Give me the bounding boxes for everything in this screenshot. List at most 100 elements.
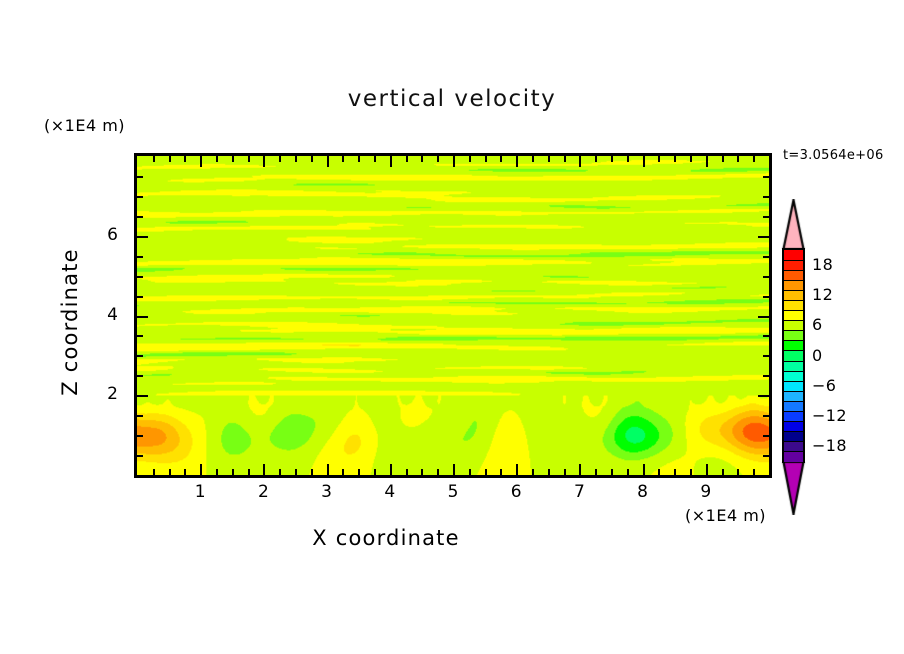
axis-tick	[763, 455, 769, 458]
axis-tick	[758, 395, 769, 398]
colorbar-tick-label: −12	[812, 405, 847, 425]
axis-tick	[453, 464, 455, 475]
colorbar-band-divider	[784, 390, 803, 392]
axis-tick	[326, 464, 329, 475]
y-tick-label: 2	[107, 384, 118, 405]
colorbar-band	[784, 420, 803, 432]
colorbar-band	[784, 450, 803, 462]
axis-tick	[137, 435, 143, 438]
colorbar-band-divider	[784, 260, 803, 262]
colorbar-tick-label: 18	[812, 255, 834, 275]
axis-tick	[137, 195, 143, 198]
axis-tick	[690, 156, 692, 162]
colorbar-band	[784, 270, 803, 281]
axis-tick	[763, 275, 769, 278]
colorbar-band	[784, 280, 803, 291]
axis-tick	[658, 156, 661, 162]
axis-tick	[737, 156, 740, 162]
axis-tick	[516, 464, 519, 475]
axis-tick	[763, 255, 769, 258]
axis-tick	[763, 435, 769, 438]
axis-tick	[295, 469, 297, 475]
axis-tick	[763, 175, 769, 178]
colorbar-tick-label: −18	[812, 435, 847, 455]
colorbar-band-divider	[784, 360, 803, 362]
colorbar-under-arrow	[780, 462, 807, 515]
y-tick-label: 6	[107, 224, 118, 245]
colorbar-band-divider	[784, 270, 803, 272]
axis-tick	[763, 335, 769, 338]
axis-tick	[389, 156, 392, 167]
colorbar-band-divider	[784, 400, 803, 402]
colorbar-band	[784, 290, 803, 301]
x-tick-label: 2	[257, 482, 269, 502]
axis-tick	[532, 469, 534, 475]
axis-tick	[484, 156, 487, 162]
axis-tick	[626, 469, 629, 475]
axis-tick	[310, 469, 313, 475]
axis-tick	[595, 469, 598, 475]
axis-tick	[721, 469, 724, 475]
colorbar-band-divider	[784, 380, 803, 382]
axis-tick	[758, 315, 769, 318]
axis-tick	[279, 469, 282, 475]
colorbar-tick-label: −6	[812, 375, 837, 395]
x-tick-label: 3	[321, 482, 332, 502]
axis-tick	[611, 156, 613, 162]
colorbar-band	[784, 310, 803, 321]
colorbar-band	[784, 370, 803, 382]
axis-tick	[705, 156, 708, 167]
colorbar-band	[784, 340, 803, 352]
colorbar-tick-label: 12	[812, 285, 834, 305]
axis-tick	[137, 355, 143, 358]
axis-tick	[152, 469, 155, 475]
y-axis-unit-label: (×1E4 m)	[44, 116, 126, 135]
colorbar-band	[784, 390, 803, 402]
axis-tick	[137, 255, 143, 258]
axis-tick	[690, 469, 692, 475]
y-tick-label: 4	[107, 304, 118, 325]
axis-tick	[421, 469, 424, 475]
axis-tick	[642, 156, 645, 167]
axis-tick	[358, 469, 361, 475]
colorbar-band	[784, 250, 803, 261]
contour-plot-area	[134, 153, 772, 478]
axis-tick	[247, 469, 250, 475]
axis-tick	[516, 156, 519, 167]
axis-tick	[389, 464, 392, 475]
axis-tick	[279, 156, 282, 162]
colorbar-band-divider	[784, 410, 803, 412]
colorbar-band-divider	[784, 340, 803, 342]
axis-tick	[763, 415, 769, 418]
axis-tick	[437, 156, 440, 162]
axis-tick	[247, 156, 250, 162]
axis-tick	[263, 464, 266, 475]
colorbar-band	[784, 400, 803, 412]
axis-tick	[468, 156, 471, 162]
axis-tick	[200, 156, 203, 167]
vertical-velocity-field	[137, 156, 769, 475]
colorbar-band-divider	[784, 320, 803, 322]
x-tick-label: 7	[573, 482, 585, 502]
colorbar-band	[784, 260, 803, 271]
axis-tick	[453, 156, 455, 167]
axis-tick	[137, 215, 143, 218]
axis-tick	[763, 355, 769, 358]
axis-tick	[231, 469, 234, 475]
axis-tick	[358, 156, 361, 162]
colorbar-band-divider	[784, 420, 803, 422]
axis-tick	[579, 156, 582, 167]
axis-tick	[763, 215, 769, 218]
axis-tick	[563, 156, 566, 162]
colorbar	[782, 248, 805, 463]
axis-tick	[184, 156, 187, 162]
axis-tick	[753, 156, 756, 162]
axis-tick	[342, 469, 345, 475]
x-tick-label: 8	[637, 482, 648, 502]
axis-tick	[137, 315, 148, 318]
colorbar-band-divider	[784, 300, 803, 302]
axis-tick	[405, 469, 408, 475]
axis-tick	[579, 464, 582, 475]
axis-tick	[763, 195, 769, 198]
